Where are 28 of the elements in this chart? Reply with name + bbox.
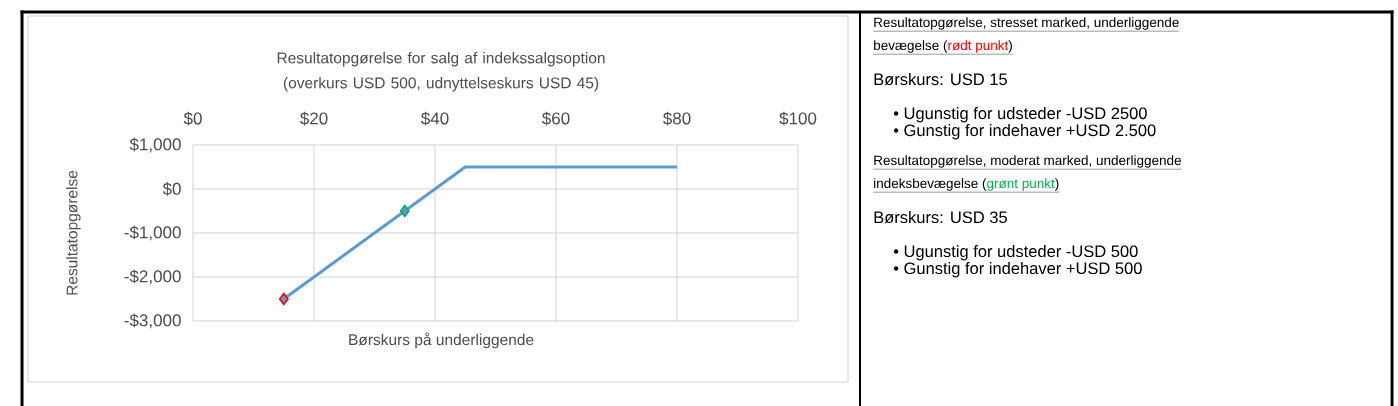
text: ): [1054, 178, 1059, 191]
text: Børskurs: USD 35: [874, 211, 1007, 224]
x-tick-label: $20: [300, 111, 328, 126]
text: Resultatopgørelse, moderat marked, underliggende: [874, 155, 1181, 168]
text: ): [1008, 40, 1012, 53]
x-tick-label: $80: [663, 111, 691, 126]
y-tick-label: -$2,000: [124, 269, 181, 285]
text: rødt punkt: [948, 40, 1009, 53]
text: Resultatopgørelse, stresset marked, underliggende: [874, 17, 1179, 30]
y-tick-label: $0: [162, 182, 181, 196]
text: indeksbevægelse (: [874, 178, 987, 191]
x-tick-label: $0: [183, 111, 202, 126]
text: • Gunstig for indehaver +USD 500: [893, 262, 1142, 278]
chart-title: Resultatopgørelse for salg af indekssalgsoption (overkurs USD 500, udnyttelseskurs USD 45): [277, 52, 605, 92]
text: Børskurs: USD 15: [874, 73, 1007, 86]
y-tick-label: $1,000: [129, 137, 181, 153]
text: • Ugunstig for udsteder -USD 500: [893, 245, 1138, 261]
x-tick-label: $60: [542, 111, 570, 126]
text: • Ugunstig for udsteder -USD 2500: [893, 107, 1147, 123]
x-tick-label: $40: [421, 111, 449, 126]
text: grønt punkt: [987, 178, 1055, 191]
text: bevægelse (: [874, 40, 948, 53]
x-axis-title: Børskurs på underliggende: [349, 332, 534, 349]
y-tick-label: -$1,000: [124, 225, 181, 241]
y-axis-title: Resultatopgørelse: [66, 170, 81, 295]
y-tick-label: -$3,000: [124, 313, 181, 329]
x-tick-label: $100: [779, 111, 817, 126]
text: • Gunstig for indehaver +USD 2.500: [893, 124, 1156, 140]
